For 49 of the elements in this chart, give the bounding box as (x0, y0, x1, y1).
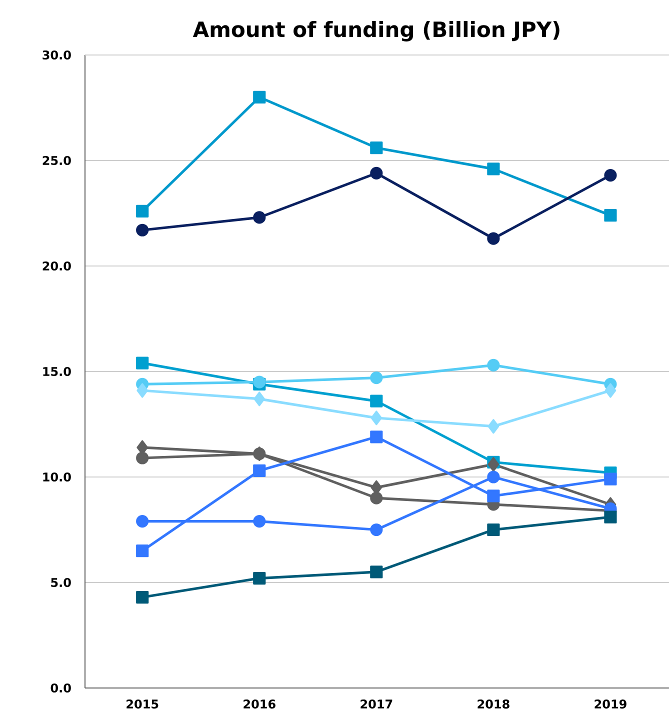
point (604, 209, 617, 222)
point (487, 162, 500, 176)
chart-title: Amount of funding (Billion JPY) (192, 20, 560, 42)
y-tick-label: 15.0 (43, 366, 71, 376)
y-tick-label: 5.0 (51, 578, 71, 588)
point (136, 452, 149, 464)
point (370, 394, 383, 408)
point (604, 383, 616, 398)
y-tick-label: 25.0 (42, 156, 71, 166)
point (487, 490, 500, 502)
point (253, 464, 266, 477)
point (370, 523, 383, 536)
point (253, 90, 266, 104)
point (370, 566, 383, 578)
point (136, 356, 149, 370)
y-tick-label: 30.0 (42, 50, 71, 60)
point (136, 590, 149, 604)
x-tick-label: 2019 (594, 700, 626, 709)
point (136, 383, 148, 398)
point (136, 515, 149, 528)
point (370, 492, 383, 504)
point (253, 572, 266, 585)
x-tick-label: 2018 (478, 700, 510, 709)
point (136, 224, 149, 236)
point (254, 392, 266, 406)
point (487, 358, 500, 372)
y-tick-label: 10.0 (43, 472, 71, 482)
x-tick-label: 2016 (244, 700, 276, 709)
point (604, 472, 617, 486)
point (488, 419, 500, 434)
y-tick-label: 0.0 (50, 683, 71, 693)
point (370, 430, 383, 444)
point (487, 523, 500, 536)
point (136, 544, 149, 558)
point (370, 410, 382, 426)
y-tick-label: 20.0 (42, 261, 71, 271)
point (487, 232, 500, 245)
point (253, 211, 266, 224)
x-tick-label: 2015 (126, 700, 158, 709)
point (487, 470, 500, 484)
point (488, 457, 500, 472)
point (253, 515, 266, 528)
point (604, 168, 617, 182)
point (370, 166, 383, 180)
point (370, 372, 383, 384)
x-tick-label: 2017 (360, 700, 392, 709)
point (604, 510, 617, 524)
point (136, 204, 149, 218)
point (370, 142, 383, 154)
